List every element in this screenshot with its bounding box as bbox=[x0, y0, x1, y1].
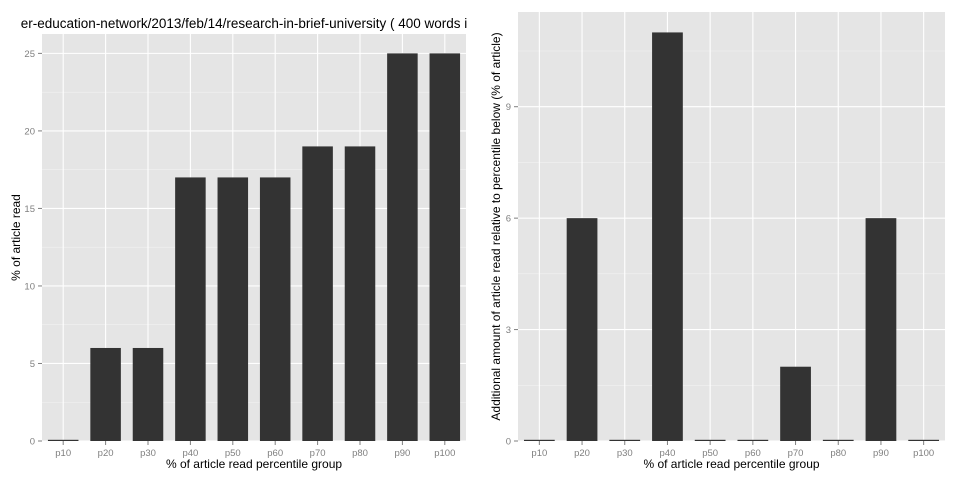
y-tick-label: 3 bbox=[506, 325, 511, 336]
y-tick-label: 15 bbox=[24, 204, 35, 215]
bar-p20 bbox=[90, 347, 121, 441]
x-tick-label: p20 bbox=[98, 448, 114, 459]
bar-p10 bbox=[47, 439, 79, 441]
x-tick-label: p50 bbox=[225, 448, 241, 459]
x-tick-label: p70 bbox=[788, 448, 804, 459]
y-axis-title: % of article read bbox=[9, 194, 23, 281]
bar-p30 bbox=[132, 347, 164, 441]
x-tick-label: p90 bbox=[394, 448, 410, 459]
y-tick-label: 10 bbox=[24, 281, 35, 292]
x-tick-label: p60 bbox=[745, 448, 761, 459]
x-tick-label: p90 bbox=[873, 448, 889, 459]
x-tick-label: p60 bbox=[267, 448, 283, 459]
bar-p40 bbox=[652, 32, 683, 442]
x-tick-label: p70 bbox=[310, 448, 326, 459]
bar-p40 bbox=[175, 177, 206, 441]
bar-p20 bbox=[566, 218, 598, 441]
x-axis-title: % of article read percentile group bbox=[166, 457, 342, 471]
y-tick-label: 25 bbox=[24, 49, 35, 60]
x-tick-label: p50 bbox=[702, 448, 718, 459]
bar-p10 bbox=[523, 439, 555, 441]
bar-p50 bbox=[217, 177, 249, 441]
bar-p80 bbox=[822, 439, 854, 441]
x-tick-label: p40 bbox=[660, 448, 676, 459]
bar-p100 bbox=[908, 439, 940, 441]
bar-p50 bbox=[694, 439, 726, 441]
bar-p90 bbox=[387, 53, 418, 441]
chart-panel-1: 0 5 10 15 20 25 p10 p20 p30 p40 p50 p60 p70 p80 p90 p10… bbox=[9, 16, 467, 471]
x-tick-label: p10 bbox=[55, 448, 71, 459]
bar-p70 bbox=[302, 146, 333, 441]
y-tick-label: 0 bbox=[30, 437, 35, 448]
x-tick-label: p30 bbox=[140, 448, 156, 459]
bar-p60 bbox=[259, 177, 291, 441]
bar-p80 bbox=[344, 146, 376, 441]
bar-p70 bbox=[780, 366, 811, 441]
y-tick-label: 6 bbox=[506, 214, 511, 225]
x-tick-label: p100 bbox=[434, 448, 455, 459]
x-tick-label: p100 bbox=[913, 448, 934, 459]
bar-p30 bbox=[609, 439, 641, 441]
x-tick-label: p10 bbox=[531, 448, 547, 459]
y-tick-label: 9 bbox=[506, 102, 511, 113]
x-tick-label: p80 bbox=[830, 448, 846, 459]
bar-p100 bbox=[429, 53, 461, 441]
y-tick-label: 5 bbox=[30, 359, 35, 370]
x-tick-label: p40 bbox=[182, 448, 198, 459]
bar-p60 bbox=[737, 439, 769, 441]
y-tick-label: 20 bbox=[24, 126, 35, 137]
y-axis-title: Additional amount of article read relati… bbox=[489, 32, 503, 420]
bar-p90 bbox=[865, 218, 897, 441]
chart-panel-2: 0 3 6 9 p10 p20 p30 p40 p50 p60 p70 p80 p90 p100 % of … bbox=[489, 12, 945, 471]
x-tick-label: p80 bbox=[352, 448, 368, 459]
plot-title: er-education-network/2013/feb/14/researc… bbox=[21, 16, 467, 31]
x-tick-label: p30 bbox=[617, 448, 633, 459]
y-tick-label: 0 bbox=[506, 437, 511, 448]
x-tick-label: p20 bbox=[574, 448, 590, 459]
x-axis-title: % of article read percentile group bbox=[643, 457, 819, 471]
